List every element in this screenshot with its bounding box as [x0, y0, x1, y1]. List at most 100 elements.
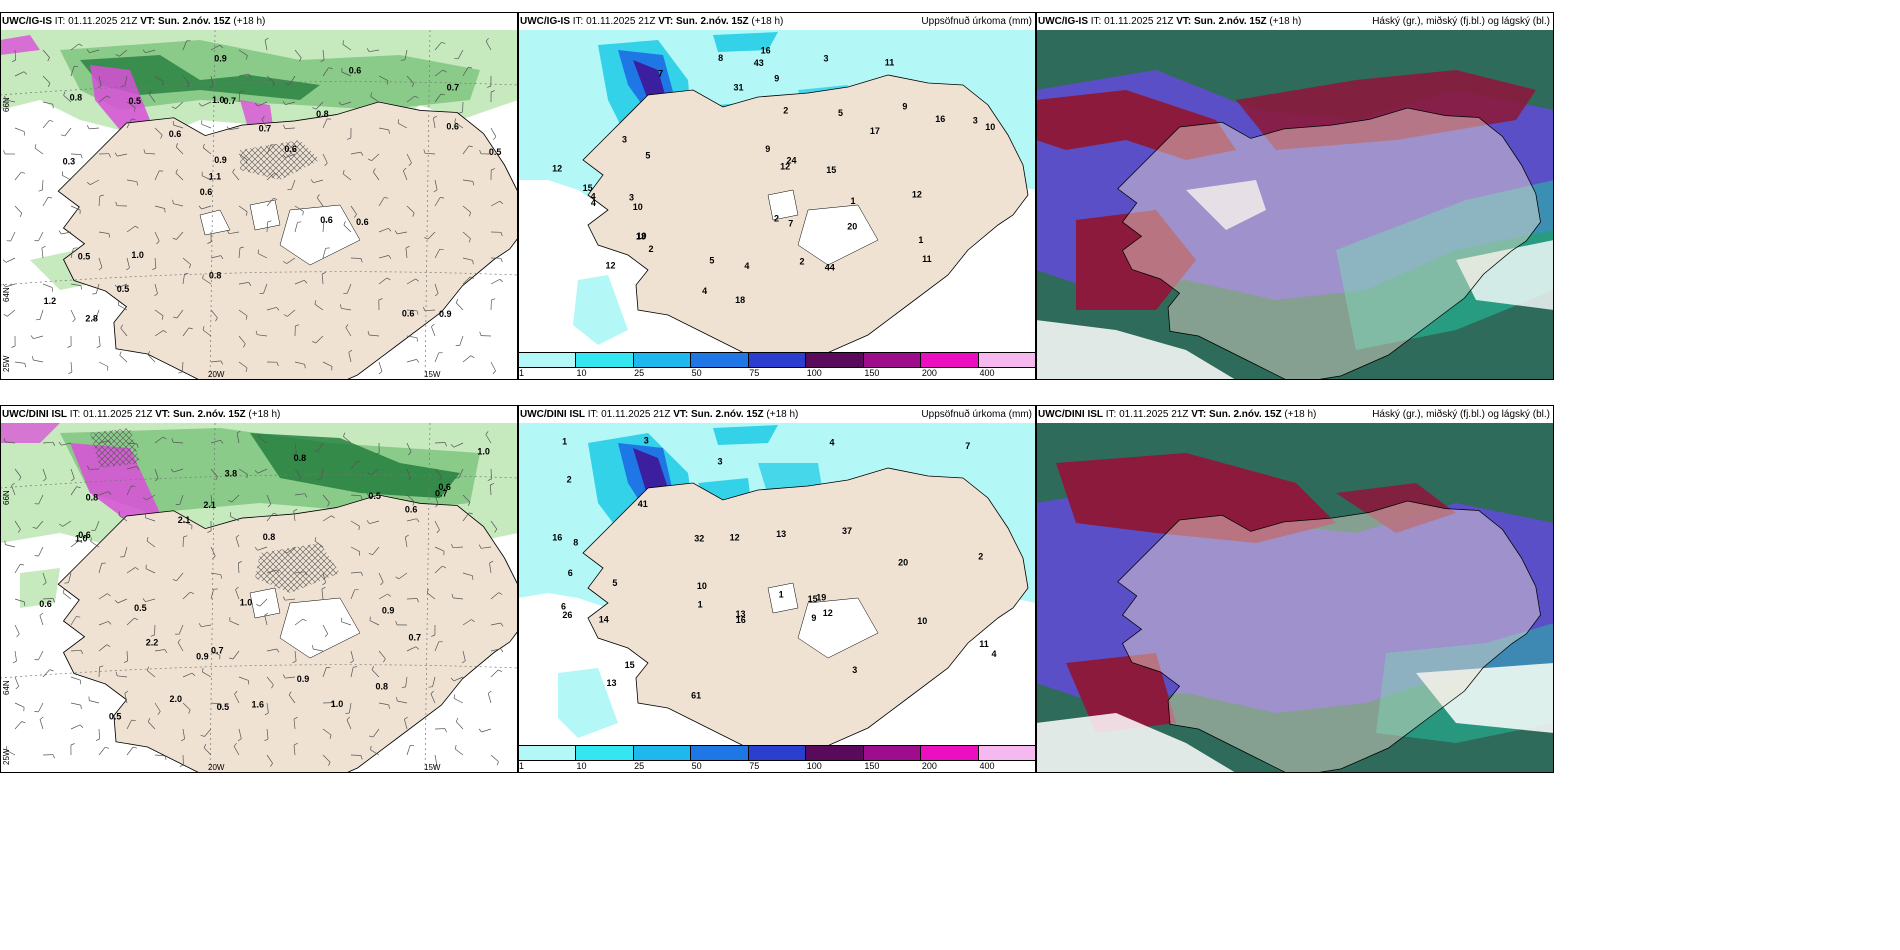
- hatched-area: [255, 543, 340, 593]
- wind-barb-flag: [455, 717, 459, 722]
- wind-barb: [313, 648, 324, 652]
- wind-barb: [342, 44, 352, 51]
- value-label: 0.9: [297, 674, 310, 684]
- wind-barb-flag: [63, 91, 66, 96]
- value-label: 2: [774, 214, 779, 224]
- wind-barb: [432, 676, 436, 687]
- value-label: 0.9: [382, 606, 395, 616]
- wind-barb-flag: [96, 345, 101, 349]
- wind-barb: [98, 491, 109, 496]
- wind-barb: [293, 719, 296, 730]
- wind-barb: [70, 66, 75, 77]
- wind-barb: [322, 153, 328, 164]
- wind-barb: [398, 122, 408, 129]
- graticule: [0, 423, 518, 773]
- legend-swatch: [748, 746, 807, 760]
- wind-barb: [14, 650, 17, 661]
- wind-barb-flag: [295, 324, 300, 327]
- wind-barb: [286, 546, 296, 554]
- legend-swatch: [576, 746, 634, 760]
- wind-barb: [266, 569, 277, 574]
- wind-barb-flag: [220, 360, 224, 365]
- value-label: 41: [638, 499, 648, 509]
- wind-barb-flag: [426, 588, 429, 593]
- value-label: 0.6: [405, 504, 418, 514]
- wind-barb-flag: [234, 690, 238, 695]
- glacier: [199, 209, 231, 236]
- wind-barb-flag: [327, 502, 330, 507]
- wind-barb-flag: [411, 83, 415, 88]
- wind-barb: [455, 302, 464, 311]
- wind-barb: [179, 494, 184, 505]
- wind-barb-flag: [146, 537, 149, 542]
- wind-barb-flag: [254, 103, 259, 107]
- wind-barb-flag: [264, 712, 269, 716]
- value-label: 0.3: [63, 156, 76, 166]
- wind-barb: [343, 224, 352, 233]
- wind-barb-flag: [412, 501, 415, 506]
- wind-barb: [230, 515, 240, 522]
- wind-barb: [322, 754, 331, 763]
- value-label: 1.0: [240, 597, 253, 607]
- wind-barb-flag: [20, 564, 25, 566]
- wind-barb-flag: [177, 638, 181, 643]
- wind-barb: [490, 278, 500, 285]
- wind-barb-flag: [105, 746, 110, 749]
- value-label: 5: [645, 151, 650, 161]
- lead-time: (+18 h): [233, 16, 266, 27]
- value-label: 0.6: [349, 66, 362, 76]
- wind-barb: [342, 173, 352, 181]
- value-label: 15: [583, 183, 593, 193]
- wind-barb-flag: [90, 537, 92, 542]
- wind-barb-flag: [433, 115, 437, 119]
- wind-barb: [176, 231, 184, 240]
- wind-barb-flag: [297, 221, 302, 223]
- map-panel-dini-wind: UWC/DINI ISL IT: 01.11.2025 21Z VT: Sun.…: [0, 405, 518, 773]
- wind-barb-flag: [15, 686, 19, 690]
- wind-barb: [178, 624, 184, 635]
- wind-barb: [266, 172, 275, 181]
- wind-barb: [490, 592, 499, 600]
- value-label: 0.8: [316, 109, 329, 119]
- wind-barb: [294, 222, 298, 233]
- wind-barb-flag: [200, 734, 205, 737]
- wind-barb-flag: [388, 255, 392, 259]
- wind-barb: [42, 101, 53, 105]
- wind-barb: [70, 153, 82, 155]
- wind-barb-flag: [345, 712, 350, 715]
- wind-barb-flag: [11, 482, 15, 486]
- wind-barb-flag: [450, 444, 455, 448]
- wind-barb: [98, 75, 102, 86]
- wind-barb: [70, 361, 73, 373]
- wind-barb: [126, 442, 138, 445]
- wind-barb: [462, 512, 470, 522]
- wind-barb: [14, 624, 20, 635]
- wind-barb-flag: [108, 233, 111, 238]
- wind-barb-flag: [120, 324, 124, 329]
- wind-barb-flag: [188, 709, 191, 714]
- legend-swatch: [691, 746, 749, 760]
- value-label: 1.0: [331, 699, 344, 709]
- panel-header: UWC/IG-IS IT: 01.11.2025 21Z VT: Sun. 2.…: [1038, 16, 1301, 28]
- precip-legend-labels: 1 10 25 50 75 100 150 200 400: [518, 368, 1036, 380]
- wind-barb-flag: [86, 181, 91, 185]
- wind-barb: [291, 179, 296, 190]
- wind-barb: [182, 40, 188, 51]
- clear-sky: [1036, 320, 1236, 380]
- wind-barb: [462, 145, 470, 155]
- wind-barb: [70, 676, 81, 681]
- wind-barb-flag: [499, 200, 504, 205]
- wind-barb: [454, 748, 464, 756]
- wind-barb: [126, 101, 136, 108]
- wind-barb: [458, 468, 464, 479]
- wind-barb-flag: [440, 197, 445, 199]
- value-label: 3: [973, 115, 978, 125]
- value-label: 1.1: [209, 171, 222, 181]
- value-label: 20: [898, 558, 908, 568]
- run-label: IT:: [1090, 16, 1102, 27]
- wind-barb-flag: [108, 440, 112, 445]
- value-label: 16: [552, 532, 562, 542]
- wind-barb: [455, 721, 464, 730]
